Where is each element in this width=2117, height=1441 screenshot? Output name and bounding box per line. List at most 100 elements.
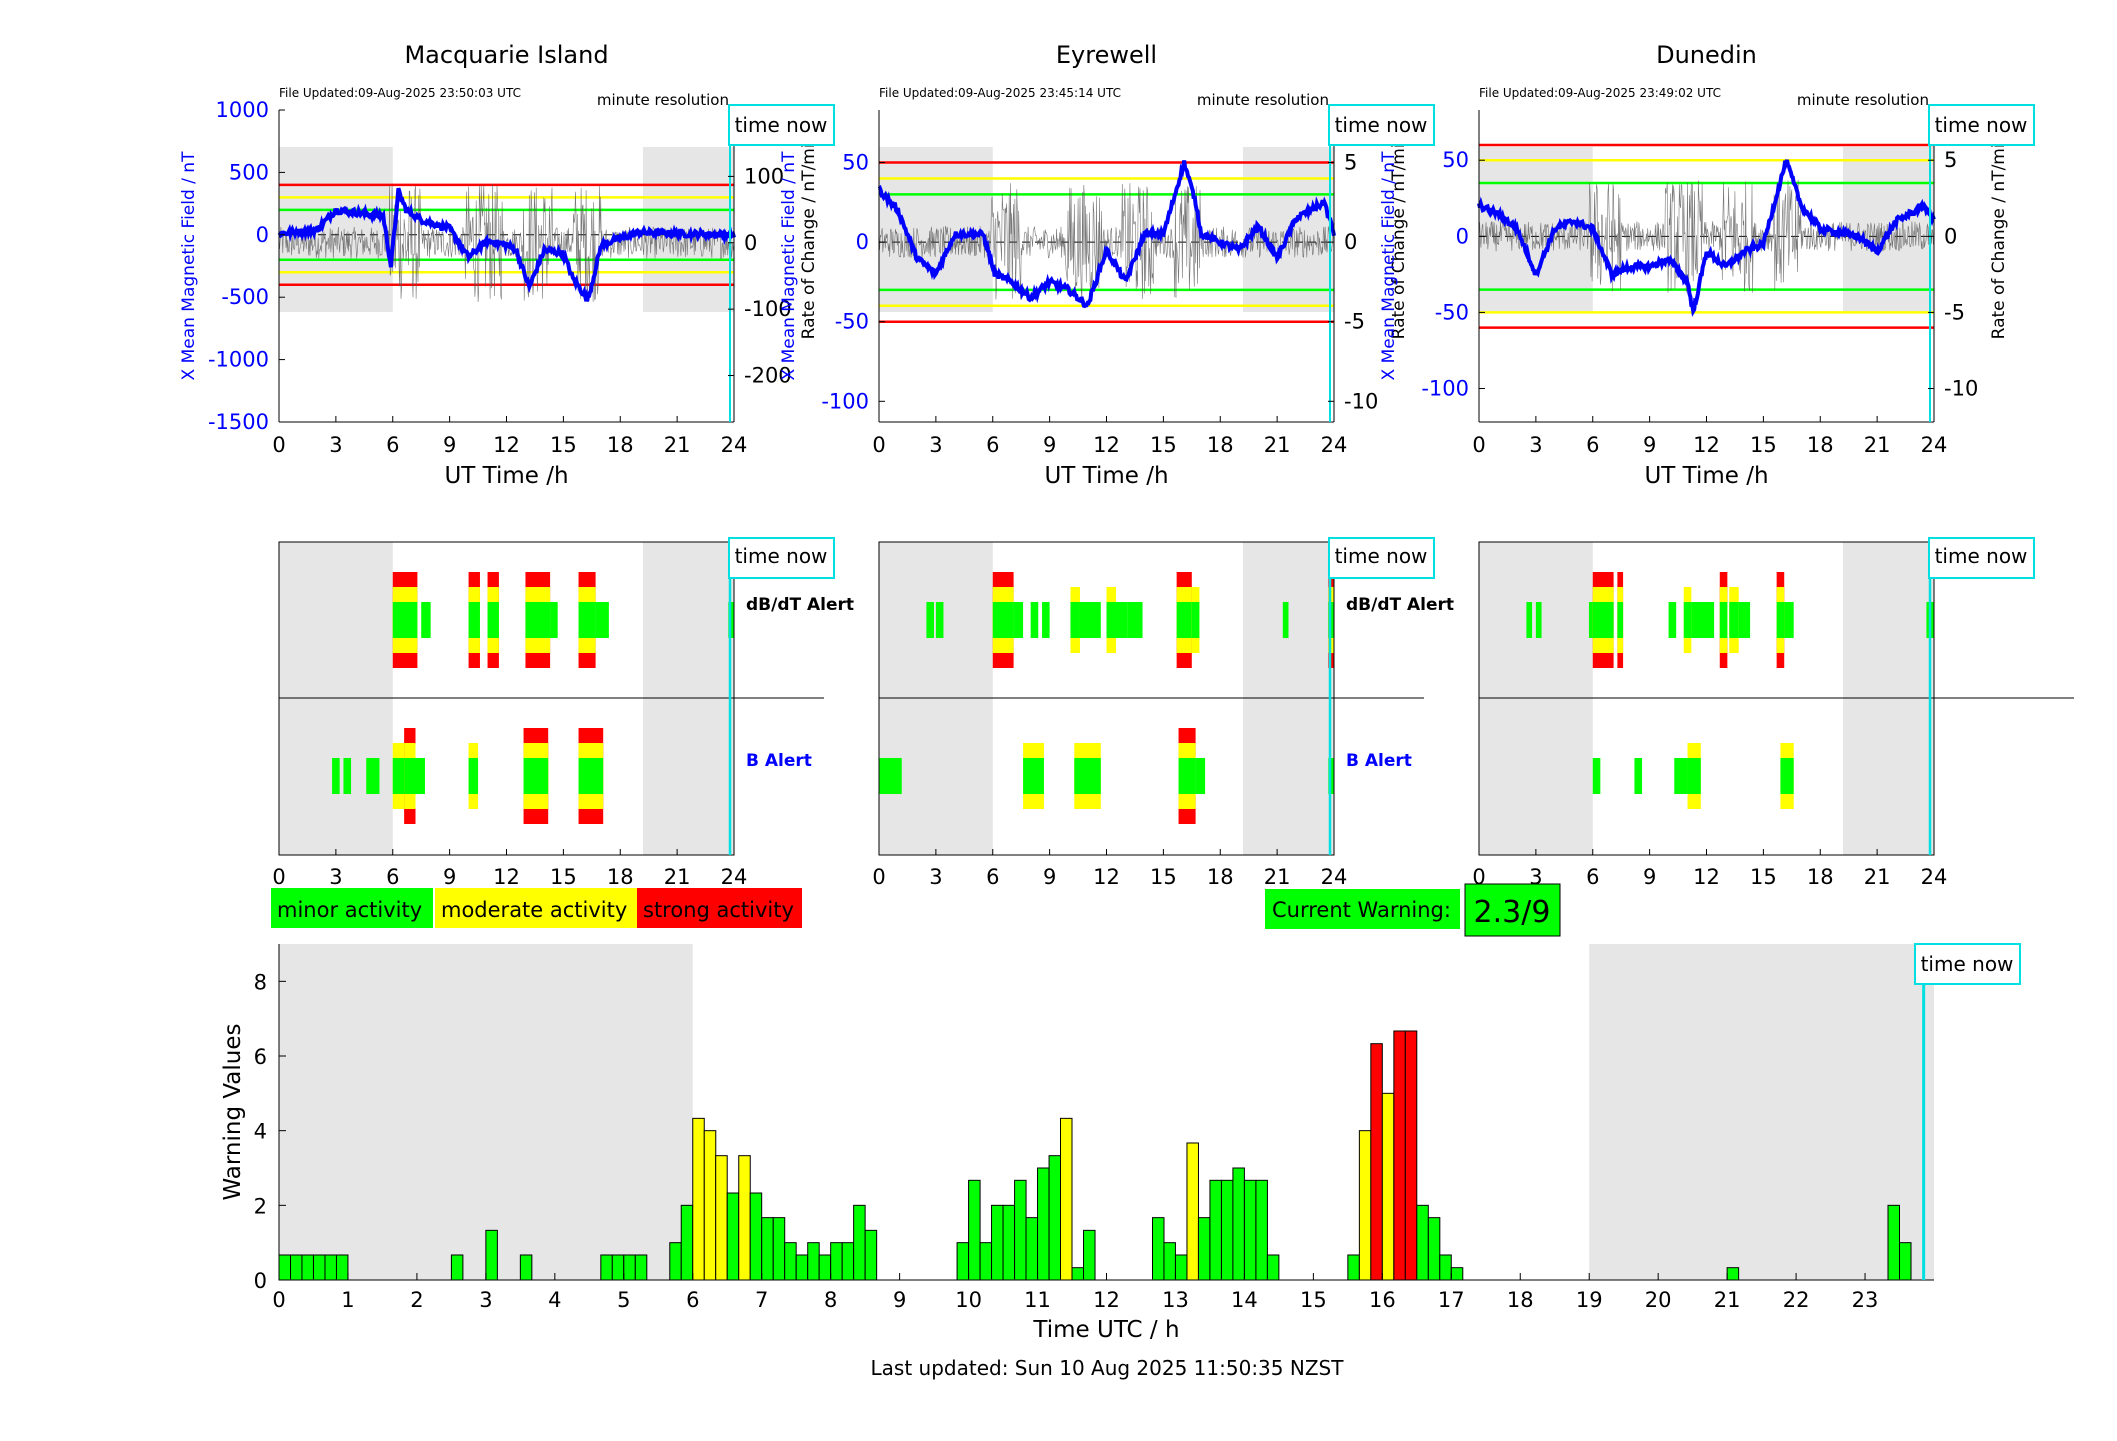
right-y-label: Rate of Change / nT/min [799,133,819,340]
time-now-label: time now [1921,952,2014,976]
time-now-label: time now [1335,113,1428,137]
y-tick-label: 2 [254,1194,267,1218]
warning-bar [335,1254,349,1281]
resolution-text: minute resolution [1797,91,1929,109]
warning-bar [1151,1217,1165,1281]
alert-x-tick-label: 24 [1921,865,1948,889]
time-now-box [1328,104,1435,146]
strong-legend-label: strong activity [643,898,794,922]
minor-legend-swatch [271,888,433,928]
b-alert-minor-block [404,758,416,794]
left-tick-label: -100 [821,389,869,413]
right-tick-label: -100 [744,297,792,321]
x-tick-label: 3 [929,433,942,457]
x-tick-label: 23 [1852,1288,1879,1312]
alert-x-tick-label: 0 [1472,865,1485,889]
warning-bar [979,1242,993,1281]
x-tick-label: 8 [824,1288,837,1312]
dbdt-minor-block [1191,602,1200,638]
x-tick-label: 10 [955,1288,982,1312]
warning-bar [1037,1167,1050,1281]
b-alert-minor-block [1592,758,1601,794]
warning-bar [807,1242,820,1281]
warning-bar [1209,1179,1222,1281]
x-tick-label: 2 [410,1288,423,1312]
b-alert-minor-block [1074,758,1101,794]
moderate-legend-swatch [435,888,637,928]
time-now-box [728,537,835,579]
dbdt-alert-label: dB/dT Alert [1346,595,1454,615]
warning-bar [485,1229,498,1281]
x-tick-label: 9 [443,433,456,457]
right-tick-label: -10 [1344,389,1378,413]
b-alert-minor-block [1023,758,1044,794]
warning-bar [1174,1254,1188,1281]
warning-bar [278,1254,291,1281]
dbdt-alert-label: dB/dT Alert [746,595,854,615]
b-alert-minor-block [415,758,425,794]
warning-bar [1048,1155,1062,1281]
dbdt-minor-block [1617,602,1624,638]
warning-bar [864,1229,878,1281]
warning-bar [956,1242,970,1281]
x-tick-label: 1 [341,1288,354,1312]
x-tick-label: 6 [1586,433,1599,457]
left-tick-label: 0 [1456,224,1469,248]
warning-bar [623,1254,636,1281]
night-shade [879,147,993,312]
b-alert-minor-block [1687,758,1701,794]
warning-bar [1014,1179,1027,1281]
x-tick-label: 21 [1714,1288,1741,1312]
station-title: Macquarie Island [404,41,608,69]
x-tick-label: 24 [1321,433,1348,457]
time-now-box [728,104,835,146]
left-tick-label: 1000 [216,98,269,122]
right-tick-label: -5 [1344,310,1365,334]
warning-bar [968,1179,981,1281]
x-tick-label: 19 [1576,1288,1603,1312]
dbdt-minor-block [487,602,499,638]
b-alert-label: B Alert [1346,751,1412,771]
x-tick-label: 18 [1207,433,1234,457]
warning-bar [761,1217,774,1281]
left-tick-label: -100 [1421,377,1469,401]
moderate-legend-label: moderate activity [441,898,627,922]
left-tick-label: 500 [229,160,269,184]
x-tick-label: 3 [1529,433,1542,457]
warning-bar [1370,1043,1383,1281]
x-tick-label: 16 [1369,1288,1396,1312]
x-tick-label: 17 [1438,1288,1465,1312]
warning-bar [795,1254,809,1281]
dbdt-minor-block [595,602,609,638]
x-tick-label: 21 [1864,433,1891,457]
warning-bar [772,1217,786,1281]
dbdt-minor-block [1535,602,1542,638]
alert-x-tick-label: 0 [272,865,285,889]
warning-bar [1381,1092,1395,1281]
warning-bar [1450,1267,1464,1281]
dbdt-minor-block [1784,602,1794,638]
warning-bar [1393,1030,1406,1281]
x-tick-label: 12 [493,433,520,457]
current-warning-label-box [1265,889,1460,929]
left-y-label: X Mean Magnetic Field / nT [779,151,799,381]
dbdt-minor-block [1719,602,1728,638]
current-warning-value: 2.3/9 [1474,895,1551,930]
dbdt-minor-block [1013,602,1024,638]
warning-bar [1404,1030,1418,1281]
warning-bar [703,1130,717,1281]
y-tick-label: 6 [254,1045,267,1069]
dbdt-minor-block [926,602,934,638]
x-tick-label: 22 [1783,1288,1810,1312]
x-tick-label: 15 [1300,1288,1327,1312]
alert-x-tick-label: 3 [1529,865,1542,889]
warning-bar [853,1204,866,1281]
warning-bar [1060,1117,1073,1281]
current-warning-value-box [1464,883,1561,937]
warning-bar [692,1117,705,1281]
warning-bar [1347,1254,1360,1281]
dbdt-minor-block [1070,602,1080,638]
left-tick-label: -50 [835,310,869,334]
alert-x-tick-label: 6 [986,865,999,889]
